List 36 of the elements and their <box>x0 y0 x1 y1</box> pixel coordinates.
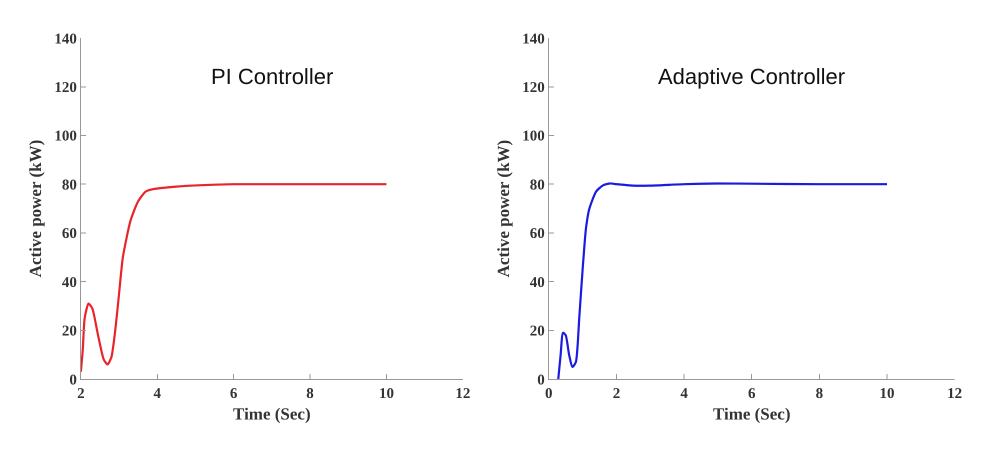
x-axis-title: Time (Sec) <box>233 404 311 424</box>
y-tick-label: 80 <box>530 177 545 194</box>
x-tick-label: 2 <box>77 386 85 402</box>
y-tick-label: 60 <box>530 226 545 242</box>
x-tick-label: 10 <box>880 386 895 402</box>
y-tick-label: 40 <box>530 274 545 291</box>
y-tick-label: 0 <box>69 372 77 388</box>
y-tick-label: 20 <box>530 324 545 340</box>
y-axis-title: Active power (kW) <box>26 140 45 278</box>
y-axis-title: Active power (kW) <box>494 140 513 278</box>
y-tick-label: 80 <box>62 177 77 194</box>
x-axis-title: Time (Sec) <box>712 404 791 424</box>
text: Adaptive Controller <box>658 64 846 89</box>
y-tick-label: 0 <box>537 372 545 388</box>
x-tick-label: 6 <box>230 386 238 402</box>
y-tick-label: 140 <box>522 31 545 48</box>
y-tick-label: 40 <box>62 274 77 291</box>
x-tick-label: 2 <box>612 386 620 402</box>
y-tick-label: 60 <box>62 226 77 242</box>
x-tick-label: 8 <box>816 386 824 402</box>
x-tick-label: 12 <box>455 386 470 402</box>
line-series <box>80 182 388 373</box>
y-tick-label: 20 <box>62 324 77 340</box>
y-tick-label: 120 <box>522 80 545 96</box>
y-tick-label: 100 <box>54 128 77 145</box>
y-tick-label: 120 <box>54 80 77 96</box>
x-tick-label: 4 <box>680 386 688 402</box>
x-tick-label: 8 <box>306 386 314 402</box>
x-tick-label: 6 <box>748 386 756 402</box>
x-tick-label: 4 <box>154 386 162 402</box>
line-series <box>557 182 888 380</box>
y-tick-label: 100 <box>522 128 545 145</box>
x-tick-label: 10 <box>378 386 394 402</box>
text: PI Controller <box>211 64 334 89</box>
x-tick-label: 12 <box>947 386 962 402</box>
y-tick-label: 140 <box>54 31 77 48</box>
